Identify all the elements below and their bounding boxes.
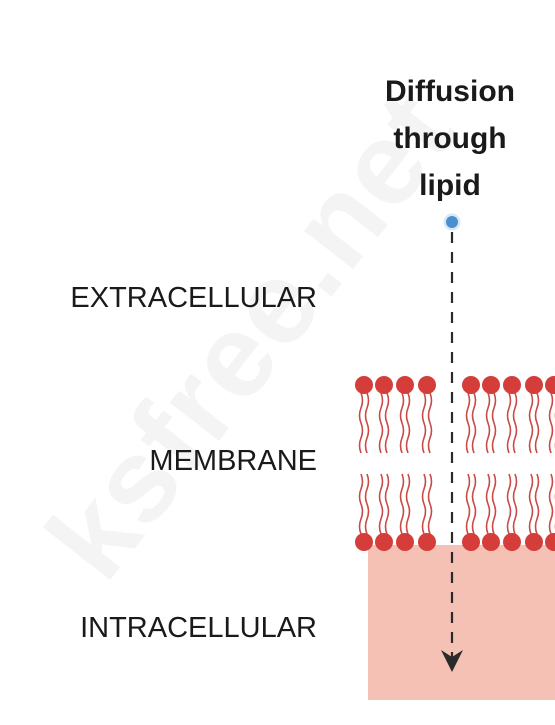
- lipid-tail: [427, 473, 433, 535]
- lipid-tail: [471, 392, 477, 454]
- lipid-tail: [548, 392, 554, 454]
- lipid-head: [525, 533, 543, 551]
- intracellular-label: INTRACELLULAR: [80, 612, 317, 644]
- lipid-tail: [534, 473, 540, 535]
- lipid-head: [545, 376, 555, 394]
- lipid-tail: [384, 473, 390, 535]
- lipid-tail: [512, 473, 518, 535]
- lipid-head: [418, 533, 436, 551]
- lipid-head: [375, 533, 393, 551]
- lipid-tail: [358, 392, 364, 454]
- lipid-tail: [471, 473, 477, 535]
- lipid-tail: [485, 473, 491, 535]
- title-line-1: Diffusion: [385, 75, 515, 108]
- lipid-tail: [534, 392, 540, 454]
- lipid-tail: [427, 392, 433, 454]
- membrane-label: MEMBRANE: [149, 445, 317, 477]
- lipid-tail: [405, 473, 411, 535]
- lipid-tail: [399, 473, 405, 535]
- lipid-tail: [364, 473, 370, 535]
- lipid-tail: [399, 392, 405, 454]
- arrowhead-icon: [441, 650, 463, 672]
- lipid-head: [545, 533, 555, 551]
- lipid-head: [503, 376, 521, 394]
- lipid-head: [355, 533, 373, 551]
- lipid-tail: [512, 392, 518, 454]
- lipid-head: [503, 533, 521, 551]
- lipid-head: [396, 533, 414, 551]
- lipid-head: [525, 376, 543, 394]
- lipid-head: [396, 376, 414, 394]
- lipid-tail: [528, 473, 534, 535]
- lipid-tail: [485, 392, 491, 454]
- extracellular-label: EXTRACELLULAR: [70, 282, 317, 314]
- lipid-tail: [506, 392, 512, 454]
- lipid-tail: [491, 392, 497, 454]
- lipid-tail: [378, 392, 384, 454]
- lipid-head: [462, 376, 480, 394]
- lipid-tail: [364, 392, 370, 454]
- lipid-tail: [421, 392, 427, 454]
- lipid-head: [418, 376, 436, 394]
- intracellular-region: [368, 545, 555, 700]
- lipid-tail: [548, 473, 554, 535]
- lipid-head: [482, 533, 500, 551]
- solute-molecule: [446, 216, 458, 228]
- lipid-tail: [465, 473, 471, 535]
- lipid-tail: [358, 473, 364, 535]
- lipid-tail: [384, 392, 390, 454]
- lipid-tail: [421, 473, 427, 535]
- title-line-2: through: [393, 122, 507, 155]
- title-line-3: lipid: [419, 169, 481, 202]
- lipid-head: [462, 533, 480, 551]
- lipid-bilayer: [355, 376, 555, 551]
- lipid-tail: [528, 392, 534, 454]
- lipid-tail: [506, 473, 512, 535]
- lipid-tail: [378, 473, 384, 535]
- lipid-tail: [405, 392, 411, 454]
- lipid-head: [482, 376, 500, 394]
- lipid-tail: [465, 392, 471, 454]
- lipid-head: [355, 376, 373, 394]
- lipid-head: [375, 376, 393, 394]
- diagram-title: Diffusion through lipid: [345, 68, 555, 209]
- diffusion-path: [441, 213, 463, 672]
- lipid-tail: [491, 473, 497, 535]
